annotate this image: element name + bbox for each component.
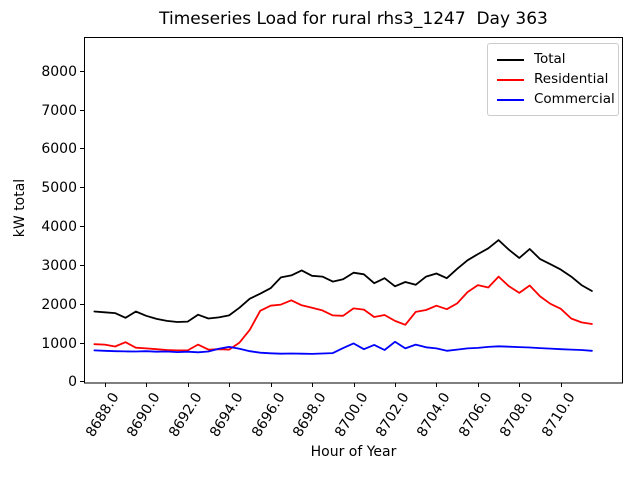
y-axis-label: kW total [12,178,28,238]
data-lines [93,239,593,355]
x-axis-label: Hour of Year [310,444,397,460]
axes-frame [84,37,623,384]
residential-line [93,275,593,352]
y-tick-label: 8000 [41,63,77,80]
commercial-line-sample [497,98,524,101]
chart-title: Timeseries Load for rural rhs3_1247 Day … [159,9,548,29]
y-tick-label: 0 [68,373,77,390]
y-tick-label: 6000 [41,140,77,157]
y-tick-label: 5000 [41,179,77,196]
total-line [93,239,593,323]
y-tick-label: 3000 [41,257,77,274]
y-tick-label: 7000 [41,102,77,119]
y-tick-label: 1000 [41,335,77,352]
legend-item-commercial: Commercial [497,90,615,109]
legend-label-total: Total [534,51,566,67]
legend-label-commercial: Commercial [534,91,615,107]
residential-line-sample [497,78,524,81]
y-tick-label: 4000 [41,218,77,235]
legend-item-residential: Residential [497,70,611,89]
total-line-sample [497,58,524,61]
y-tick-label: 2000 [41,296,77,313]
legend: Total Residential Commercial [487,43,619,116]
legend-item-total: Total [497,50,611,69]
commercial-line [93,340,593,355]
axis-ticks [80,71,562,387]
legend-label-residential: Residential [534,71,609,87]
